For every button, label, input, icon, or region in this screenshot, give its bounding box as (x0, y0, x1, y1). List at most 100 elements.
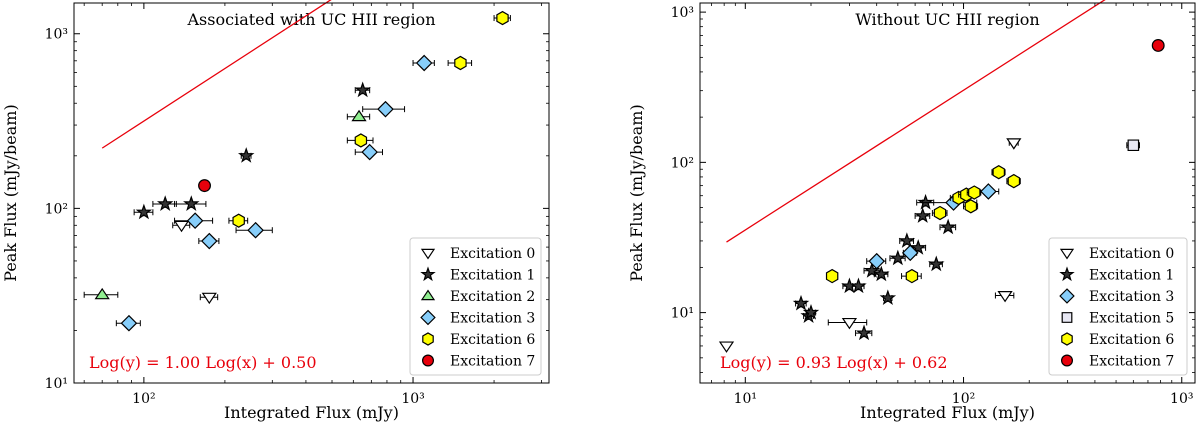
data-point (964, 199, 978, 214)
legend-label: Excitation 5 (1089, 311, 1174, 327)
data-point (454, 55, 467, 71)
data-point (889, 249, 907, 266)
series-excitation-6 (228, 10, 511, 228)
x-tick-label: 10² (132, 391, 155, 407)
legend-marker (1061, 332, 1073, 346)
data-point (186, 212, 204, 230)
data-point (361, 143, 378, 161)
data-point (201, 292, 217, 305)
data-point (792, 294, 810, 311)
legend (1048, 237, 1188, 376)
data-point (415, 54, 433, 72)
legend-marker (420, 309, 436, 326)
y-tick-label: 10¹ (45, 376, 68, 392)
series-excitation-1 (792, 193, 957, 341)
data-point (850, 277, 867, 294)
legend-label: Excitation 6 (1089, 332, 1174, 348)
legend-label: Excitation 2 (450, 289, 535, 305)
data-point (1007, 173, 1021, 189)
panel-1: Associated with UC HII region 10² 10³ 10¹ 10… (1, 0, 550, 422)
y-tick-label: 10³ (671, 5, 694, 21)
x-tick-label: 10² (952, 391, 975, 407)
series-excitation-7 (198, 179, 211, 193)
legend-marker (1061, 312, 1073, 323)
data-point (354, 81, 371, 98)
data-point (997, 290, 1013, 303)
legend-marker (1059, 248, 1075, 260)
fit-equation: Log(y) = 0.93 Log(x) + 0.62 (720, 353, 948, 372)
x-axis-label: Integrated Flux (mJy) (224, 403, 399, 422)
fit-line (101, 0, 332, 149)
data-point (120, 314, 138, 332)
series-excitation-0 (718, 138, 1022, 353)
data-point (905, 268, 919, 284)
x-tick-label: 10³ (401, 391, 424, 407)
data-point (496, 10, 509, 26)
legend-marker (1060, 354, 1073, 367)
data-point (898, 232, 916, 248)
legend-label: Excitation 3 (1089, 289, 1174, 305)
data-point (992, 165, 1005, 180)
series-excitation-1 (133, 81, 371, 220)
legend-label: Excitation 1 (450, 268, 535, 284)
data-point (917, 193, 934, 210)
data-point (802, 303, 820, 320)
fit-equation: Log(y) = 1.00 Log(x) + 0.50 (89, 353, 317, 372)
data-point (980, 183, 997, 200)
y-tick-label: 10¹ (671, 306, 694, 322)
legend-label: Excitation 0 (1089, 246, 1174, 262)
y-axis-label: Peak Flux (mJy/beam) (1, 104, 20, 281)
data-point (1127, 139, 1140, 152)
x-tick-label: 10¹ (734, 391, 757, 407)
fit-line (726, 0, 1106, 243)
legend-label: Excitation 7 (450, 354, 535, 370)
legend-label: Excitation 1 (1089, 268, 1174, 284)
y-tick-label: 10² (45, 201, 68, 217)
legend-label: Excitation 7 (1089, 354, 1174, 370)
data-point (868, 252, 886, 270)
data-point (841, 317, 858, 330)
data-point (825, 268, 839, 284)
series-excitation-7 (1151, 39, 1165, 52)
data-point (351, 109, 367, 122)
data-point (914, 207, 931, 223)
legend-label: Excitation 3 (450, 311, 535, 327)
data-point (198, 179, 211, 193)
data-point (247, 221, 264, 239)
data-point (1006, 138, 1022, 150)
legend-marker (1059, 266, 1075, 282)
legend-marker (420, 248, 436, 260)
axes-frame (73, 2, 550, 384)
series-excitation-0 (172, 220, 219, 305)
chart-title: Associated with UC HII region (187, 10, 436, 29)
chart-title: Without UC HII region (855, 10, 1039, 29)
legend-label: Excitation 0 (450, 246, 535, 262)
legend-marker (420, 266, 436, 282)
legend-label: Excitation 6 (450, 332, 535, 348)
data-point (1151, 39, 1165, 52)
data-point (232, 213, 245, 228)
data-point (928, 255, 945, 272)
data-point (377, 100, 394, 118)
y-tick-label: 10² (671, 155, 694, 171)
x-tick-label: 10³ (1170, 391, 1193, 407)
data-point (200, 232, 218, 250)
axes-frame (699, 2, 1196, 384)
data-point (879, 289, 897, 306)
legend-marker (422, 332, 434, 346)
series-excitation-6 (825, 165, 1021, 284)
data-point (135, 203, 153, 220)
data-point (237, 147, 255, 163)
series-excitation-2 (83, 109, 371, 300)
data-point (855, 324, 873, 341)
y-tick-label: 10³ (45, 27, 68, 43)
series-excitation-3 (115, 54, 435, 332)
data-point (901, 244, 919, 262)
legend (409, 237, 542, 376)
data-point (156, 195, 174, 211)
data-point (909, 239, 927, 255)
legend-marker (1059, 288, 1075, 304)
legend-marker (422, 354, 435, 367)
data-point (933, 205, 947, 221)
